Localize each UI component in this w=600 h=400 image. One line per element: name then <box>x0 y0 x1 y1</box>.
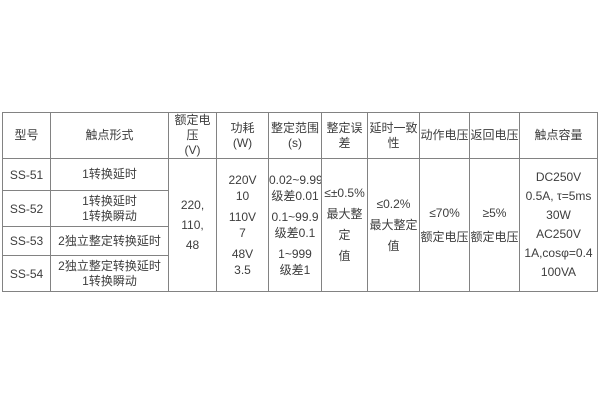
return-voltage-line: 额定电压 <box>470 230 519 244</box>
setting-range-group: 0.1~99.9 级差0.1 <box>270 209 321 241</box>
col-header-label: 触点容量 <box>534 128 583 142</box>
model-cell: SS-53 <box>2 226 51 256</box>
setting-range-value: 1~999 <box>278 247 312 261</box>
col-header-label: 型号 <box>14 128 39 142</box>
return-voltage-line: ≥5% <box>482 206 507 220</box>
contact-form-line: 2独立整定转换延时 <box>58 233 161 248</box>
rated-voltage-line: 220, <box>180 198 205 212</box>
setting-error-cell: ≤±0.5% 最大整定 值 <box>321 158 368 292</box>
col-header-unit: (V) <box>184 143 201 157</box>
contact-form-cell: 1转换延时 1转换瞬动 <box>50 190 169 227</box>
setting-range-group: 0.02~9.99 级差0.01 <box>269 172 322 204</box>
power-group: 110V 7 <box>218 209 268 241</box>
col-header-model: 型号 <box>2 112 51 159</box>
setting-error-line: ≤±0.5% <box>324 186 365 200</box>
contact-capacity-line: 0.5A, τ=5ms <box>525 189 592 203</box>
power-voltage: 48V <box>231 247 254 261</box>
power-voltage: 110V <box>228 210 257 224</box>
setting-error-line: 值 <box>338 249 351 263</box>
setting-range-group: 1~999 级差1 <box>270 246 321 278</box>
power-group: 48V 3.5 <box>218 246 268 278</box>
operate-voltage-cell: ≤70% 额定电压 <box>419 158 470 292</box>
return-voltage-cell: ≥5% 额定电压 <box>469 158 520 292</box>
col-header-operate-voltage: 动作电压 <box>419 112 470 159</box>
rated-voltage-cell: 220, 110, 48 <box>168 158 217 292</box>
setting-range-value: 0.02~9.99 <box>269 173 322 187</box>
contact-form-line: 1转换延时 <box>82 193 137 208</box>
col-header-power: 功耗 (W) <box>216 112 269 159</box>
power-watts: 7 <box>239 226 246 240</box>
contact-capacity-line: DC250V <box>535 170 582 184</box>
power-watts: 3.5 <box>234 263 251 277</box>
table-row-ss54: SS-54 2独立整定转换延时 1转换瞬动 <box>2 255 598 292</box>
setting-range-step: 级差0.01 <box>271 189 319 203</box>
contact-form-line: 1转换瞬动 <box>82 273 137 288</box>
col-header-rated-voltage: 额定电压 (V) <box>168 112 217 159</box>
table-row-ss52: SS-52 1转换延时 1转换瞬动 <box>2 190 598 227</box>
setting-range-step: 级差1 <box>279 263 311 277</box>
col-header-label: 整定误差 <box>326 120 363 150</box>
table-row-ss53: SS-53 2独立整定转换延时 <box>2 226 598 256</box>
contact-form-line: 1转换延时 <box>82 167 137 181</box>
delay-consistency-cell: ≤0.2% 最大整定 值 <box>367 158 420 292</box>
contact-capacity-line: 30W <box>546 208 571 222</box>
contact-form-cell: 2独立整定转换延时 1转换瞬动 <box>50 255 169 292</box>
operate-voltage-line: ≤70% <box>429 206 460 220</box>
power-cell: 220V 10 110V 7 48V 3.5 <box>216 158 269 292</box>
setting-range-value: 0.1~99.9 <box>271 210 319 224</box>
contact-form-cell: 1转换延时 <box>50 158 169 191</box>
col-header-contact-form: 触点形式 <box>50 112 169 159</box>
power-voltage: 220V <box>228 173 257 187</box>
rated-voltage-line: 110, <box>181 218 204 232</box>
col-header-label: 额定电压 <box>174 113 211 143</box>
model-cell: SS-51 <box>2 158 51 191</box>
contact-capacity-cell: DC250V 0.5A, τ=5ms 30W AC250V 1A,cosφ=0.… <box>519 158 598 292</box>
col-header-label: 整定范围 <box>270 120 319 135</box>
delay-consistency-line: 最大整定 <box>369 217 418 232</box>
col-header-label: 性 <box>387 135 400 150</box>
col-header-contact-capacity: 触点容量 <box>519 112 598 159</box>
setting-range-step: 级差0.1 <box>274 226 316 240</box>
col-header-return-voltage: 返回电压 <box>469 112 520 159</box>
setting-error-line: 最大整定 <box>326 207 363 242</box>
col-header-label: 功耗 <box>230 120 255 135</box>
contact-capacity-line: AC250V <box>536 227 581 241</box>
delay-consistency-line: 值 <box>387 238 400 253</box>
col-header-label: 返回电压 <box>470 128 519 142</box>
power-group: 220V 10 <box>218 172 268 204</box>
contact-capacity-line: 1A,cosφ=0.4 <box>524 246 593 260</box>
model-cell: SS-52 <box>2 190 51 227</box>
relay-spec-table: 型号 触点形式 额定电压 (V) 功耗 (W) 整定范围 (s) 整定误差 延时… <box>2 112 598 292</box>
setting-range-cell: 0.02~9.99 级差0.01 0.1~99.9 级差0.1 1~999 级差… <box>268 158 322 292</box>
rated-voltage-line: 48 <box>185 238 200 252</box>
col-header-setting-range: 整定范围 (s) <box>268 112 322 159</box>
col-header-label: 延时一致 <box>369 120 418 135</box>
contact-capacity-line: 100VA <box>540 265 577 279</box>
model-cell: SS-54 <box>2 255 51 292</box>
col-header-delay-consistency: 延时一致 性 <box>367 112 420 159</box>
col-header-unit: (s) <box>288 135 302 150</box>
table-row-ss51: SS-51 1转换延时 220, 110, 48 220V 10 110V 7 <box>2 158 598 292</box>
contact-form-line: 2独立整定转换延时 <box>58 258 161 273</box>
col-header-label: 动作电压 <box>420 128 469 142</box>
operate-voltage-line: 额定电压 <box>420 230 469 244</box>
power-watts: 10 <box>235 189 250 203</box>
col-header-label: 触点形式 <box>85 128 134 142</box>
header-row: 型号 触点形式 额定电压 (V) 功耗 (W) 整定范围 (s) 整定误差 延时… <box>2 112 598 159</box>
contact-form-cell: 2独立整定转换延时 <box>50 226 169 256</box>
col-header-unit: (W) <box>232 135 253 150</box>
contact-form-line: 1转换瞬动 <box>82 208 137 223</box>
delay-consistency-line: ≤0.2% <box>376 196 411 211</box>
col-header-setting-error: 整定误差 <box>321 112 368 159</box>
